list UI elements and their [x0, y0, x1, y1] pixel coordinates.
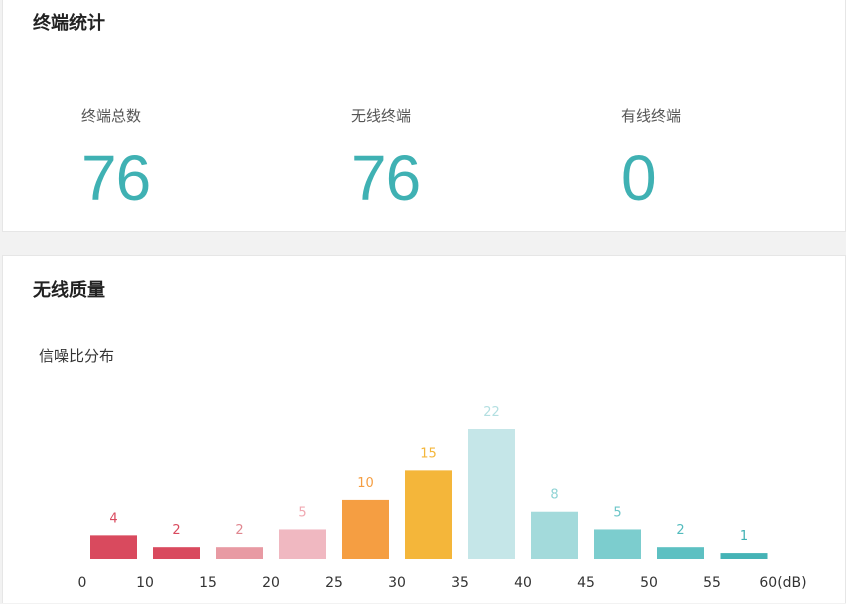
stat-total-value: 76 [81, 142, 151, 214]
snr-bar-label: 22 [483, 405, 500, 420]
x-tick-label: 30 [388, 575, 406, 591]
x-tick-label: 55 [703, 575, 721, 591]
stat-wired-value: 0 [621, 142, 657, 214]
stat-total-label: 终端总数 [81, 107, 142, 125]
x-tick-label: 25 [325, 575, 343, 591]
snr-bar[interactable] [468, 429, 515, 559]
x-tick-label: 45 [577, 575, 595, 591]
snr-bar-label: 4 [109, 511, 117, 526]
wireless-quality-card: 无线质量 信噪比分布 4 2 2 5 10 15 22 8 5 2 1 0 10 15 20 25 30 35 40… [2, 255, 846, 603]
terminal-stats-card: 终端统计 终端总数 76 无线终端 76 有线终端 0 [2, 0, 846, 232]
snr-bar[interactable] [279, 529, 326, 559]
x-tick-label: 40 [514, 575, 532, 591]
snr-bar[interactable] [720, 553, 768, 559]
x-tick-label: 60(dB) [759, 575, 806, 591]
snr-bar-label: 2 [676, 523, 684, 538]
snr-bar[interactable] [342, 499, 389, 559]
snr-bar[interactable] [405, 470, 452, 559]
snr-bar[interactable] [531, 511, 578, 559]
snr-bar[interactable] [216, 547, 263, 559]
x-tick-label: 20 [262, 575, 280, 591]
stat-wireless-terminals: 无线终端 76 [351, 105, 421, 214]
snr-bar[interactable] [657, 547, 704, 559]
stat-wireless-label: 无线终端 [351, 107, 412, 125]
snr-bar-label: 2 [235, 523, 243, 538]
x-tick-label: 50 [640, 575, 658, 591]
snr-bar-label: 1 [740, 529, 748, 544]
snr-bar[interactable] [90, 535, 137, 559]
stat-wireless-value: 76 [351, 142, 421, 214]
snr-bar-label: 15 [420, 446, 437, 461]
snr-bar-label: 5 [613, 505, 621, 520]
snr-bar[interactable] [594, 529, 641, 559]
snr-bar-label: 2 [172, 523, 180, 538]
x-tick-label: 35 [451, 575, 469, 591]
stat-wired-label: 有线终端 [621, 107, 682, 125]
wireless-quality-title: 无线质量 [33, 280, 105, 301]
stat-wired-terminals: 有线终端 0 [621, 105, 681, 210]
snr-bar-label: 10 [357, 476, 374, 491]
x-tick-label: 0 [78, 575, 87, 591]
snr-chart-title: 信噪比分布 [39, 347, 115, 365]
x-tick-label: 10 [136, 575, 154, 591]
snr-bar-label: 8 [550, 488, 558, 503]
stat-total-terminals: 终端总数 76 [81, 105, 151, 214]
x-tick-label: 15 [199, 575, 217, 591]
snr-bar-label: 5 [298, 505, 306, 520]
snr-bar[interactable] [153, 547, 200, 559]
terminal-stats-title: 终端统计 [33, 13, 105, 34]
